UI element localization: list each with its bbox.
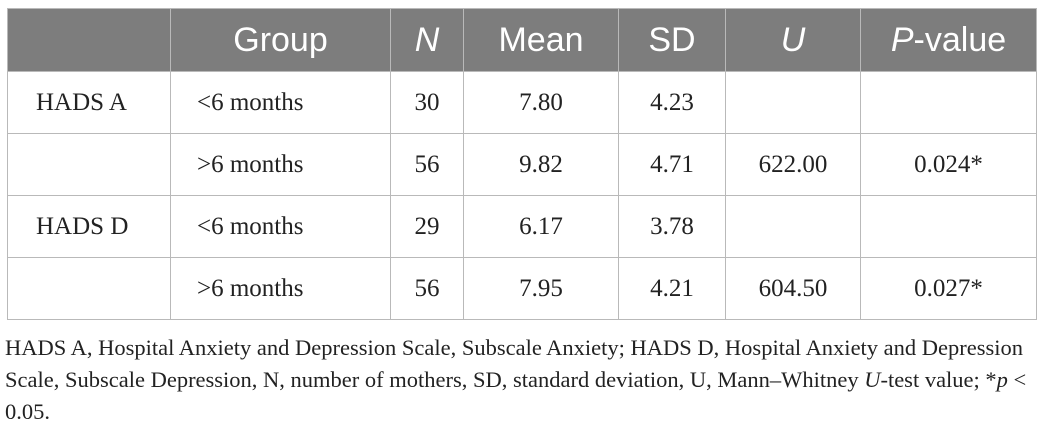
cell-measure (7, 133, 171, 196)
table-row: >6 months 56 7.95 4.21 604.50 0.027* (7, 257, 1037, 320)
cell-sd: 4.71 (618, 133, 726, 196)
header-n: N (390, 8, 464, 72)
cell-p: 0.024* (860, 133, 1037, 196)
cell-p (860, 71, 1037, 134)
cell-group: >6 months (170, 257, 391, 320)
footnote-u-italic: U (864, 367, 881, 392)
table-header: Group N Mean SD U P-value (7, 8, 1037, 72)
table-footnote: HADS A, Hospital Anxiety and Depression … (5, 332, 1035, 428)
cell-p: 0.027* (860, 257, 1037, 320)
cell-u: 622.00 (725, 133, 861, 196)
cell-p (860, 195, 1037, 258)
cell-sd: 4.23 (618, 71, 726, 134)
results-table: Group N Mean SD U P-value HADS A <6 mont… (7, 8, 1037, 320)
header-sd: SD (618, 8, 726, 72)
cell-group: >6 months (170, 133, 391, 196)
table-row: HADS D <6 months 29 6.17 3.78 (7, 195, 1037, 258)
table-row: HADS A <6 months 30 7.80 4.23 (7, 71, 1037, 134)
cell-sd: 4.21 (618, 257, 726, 320)
cell-mean: 7.80 (463, 71, 619, 134)
header-u: U (725, 8, 861, 72)
cell-mean: 9.82 (463, 133, 619, 196)
header-p-italic: P (890, 20, 914, 59)
cell-mean: 7.95 (463, 257, 619, 320)
table-row: >6 months 56 9.82 4.71 622.00 0.024* (7, 133, 1037, 196)
cell-measure: HADS A (7, 71, 171, 134)
footnote-p-italic: p (996, 367, 1008, 392)
header-p-rest: -value (913, 20, 1007, 59)
cell-n: 56 (390, 133, 464, 196)
cell-group: <6 months (170, 195, 391, 258)
footnote-text: -test value; * (880, 367, 997, 392)
cell-measure: HADS D (7, 195, 171, 258)
cell-u: 604.50 (725, 257, 861, 320)
header-row: Group N Mean SD U P-value (7, 8, 1037, 72)
header-mean: Mean (463, 8, 619, 72)
header-group: Group (170, 8, 391, 72)
cell-n: 56 (390, 257, 464, 320)
cell-n: 30 (390, 71, 464, 134)
table-body: HADS A <6 months 30 7.80 4.23 >6 months … (7, 71, 1037, 320)
cell-mean: 6.17 (463, 195, 619, 258)
cell-u (725, 195, 861, 258)
footnote-text: < 0.05. (5, 367, 1027, 424)
cell-u (725, 71, 861, 134)
cell-group: <6 months (170, 71, 391, 134)
cell-sd: 3.78 (618, 195, 726, 258)
header-measure (7, 8, 171, 72)
cell-measure (7, 257, 171, 320)
cell-n: 29 (390, 195, 464, 258)
header-p-value: P-value (860, 8, 1037, 72)
footnote-text: HADS A, Hospital Anxiety and Depression … (5, 335, 1024, 392)
